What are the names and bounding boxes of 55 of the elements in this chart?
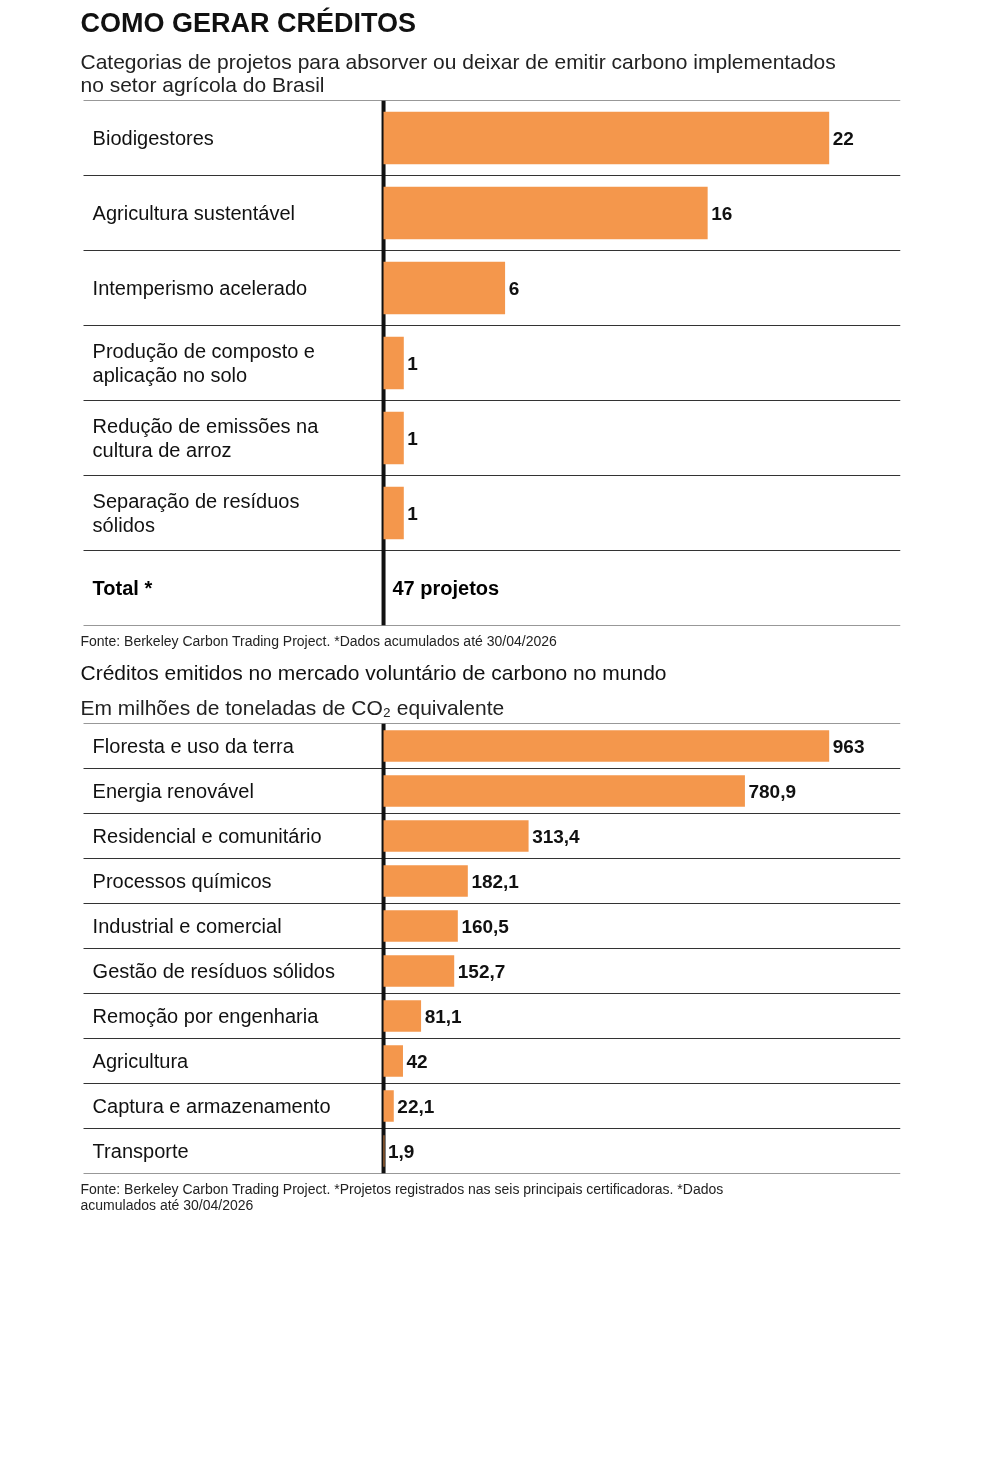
bar	[383, 955, 455, 987]
chart-title: Créditos emitidos no mercado voluntário de carbono no mundo	[80, 660, 667, 684]
source-note: Fonte: Berkeley Carbon Trading Project. *Dados acumulados até 30/04/2026	[80, 632, 557, 649]
bar	[383, 820, 529, 852]
data-label: 1	[407, 427, 419, 449]
y-tick-label: Separação de resíduos sólidos	[92, 489, 300, 537]
bar	[383, 411, 404, 465]
bar	[383, 186, 708, 240]
data-label: 42	[406, 1050, 428, 1072]
y-tick-label: Captura e armazenamento	[92, 1095, 331, 1117]
y-tick-label: Agricultura sustentável	[92, 202, 295, 224]
y-tick-label: Produção de composto e aplicação no solo	[92, 339, 315, 387]
chart-title: COMO GERAR CRÉDITOS	[80, 6, 417, 38]
bar	[383, 730, 830, 762]
data-label: 780,9	[748, 780, 797, 802]
data-label: 6	[508, 277, 520, 299]
data-label: 1,9	[387, 1140, 415, 1162]
data-label: 313,4	[532, 825, 581, 847]
data-label: 182,1	[471, 870, 520, 892]
data-label: 1	[407, 352, 419, 374]
y-tick-label: Residencial e comunitário	[92, 825, 322, 847]
y-tick-label: Gestão de resíduos sólidos	[92, 960, 335, 982]
y-tick-label: Redução de emissões na cultura de arroz	[92, 414, 320, 462]
y-tick-label: Industrial e comercial	[92, 915, 282, 937]
chart-subtitle: Em milhões de toneladas de CO₂ equivalente	[80, 695, 505, 719]
data-label: 16	[711, 202, 733, 224]
y-tick-label: Processos químicos	[92, 870, 272, 892]
chart-subtitle: Categorias de projetos para absorver ou deixar de emitir carbono implementados no setor agrícola do Brasil	[80, 49, 836, 96]
data-label: 22	[832, 127, 854, 149]
bar	[383, 1045, 403, 1077]
data-label: 22,1	[397, 1095, 435, 1117]
y-tick-label: Floresta e uso da terra	[92, 735, 295, 757]
bar	[383, 111, 830, 165]
y-tick-label: Biodigestores	[92, 127, 214, 149]
data-label: 160,5	[461, 915, 510, 937]
bar	[383, 910, 458, 942]
y-tick-label: Remoção por engenharia	[92, 1005, 320, 1027]
bar	[383, 1090, 394, 1122]
bar	[383, 865, 468, 897]
y-tick-label: Agricultura	[92, 1050, 190, 1072]
y-tick-label: Transporte	[92, 1140, 189, 1162]
bar	[383, 261, 506, 315]
data-label: 963	[832, 735, 865, 757]
y-tick-label: Intemperismo acelerado	[92, 277, 308, 299]
data-label: 152,7	[457, 960, 506, 982]
data-label: 81,1	[424, 1005, 463, 1027]
bar	[383, 775, 745, 807]
text: 47 projetos	[392, 577, 500, 599]
bar	[383, 1000, 422, 1032]
text: Total *	[92, 577, 153, 599]
bar	[383, 336, 404, 390]
bar	[383, 486, 404, 540]
source-note: Fonte: Berkeley Carbon Trading Project. *Projetos registrados nas seis principais certificadoras. *Dados acumulados até 30/04/2026	[80, 1180, 724, 1213]
y-tick-label: Energia renovável	[92, 780, 254, 802]
data-label: 1	[407, 502, 419, 524]
